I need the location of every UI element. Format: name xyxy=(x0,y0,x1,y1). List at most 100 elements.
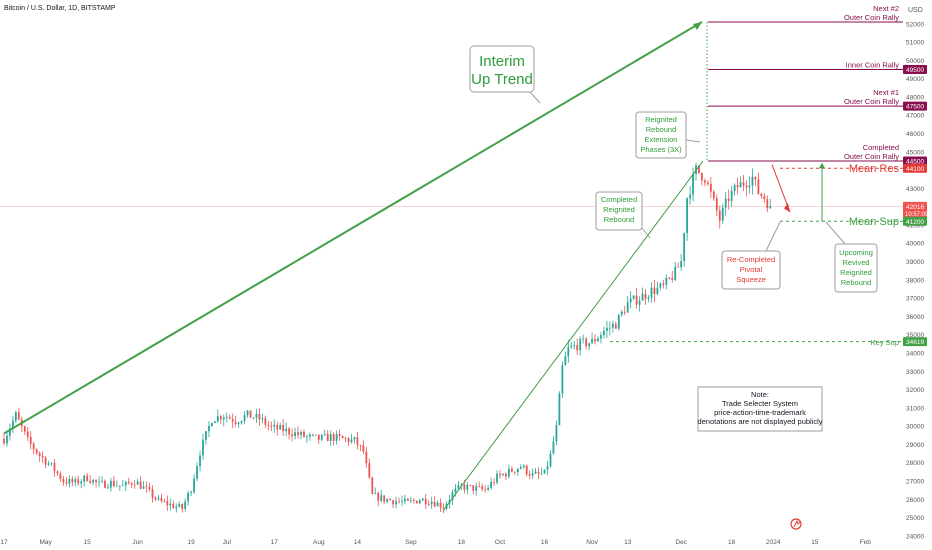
candle-body xyxy=(261,418,264,420)
re-completed-pointer xyxy=(765,221,781,252)
candle-body xyxy=(50,462,53,464)
currency-label: USD xyxy=(908,7,923,14)
candle-body xyxy=(29,436,32,444)
price-tag-box xyxy=(903,156,927,166)
candle-body xyxy=(751,176,754,186)
candle-body xyxy=(513,471,516,473)
y-tick-label: 33000 xyxy=(906,369,924,376)
candle-body xyxy=(552,441,555,454)
candle-body xyxy=(276,424,279,430)
candle-body xyxy=(606,327,608,331)
event-marker-icon[interactable] xyxy=(790,518,802,530)
candle-body xyxy=(475,486,478,491)
candle-body xyxy=(86,475,89,481)
candle-body xyxy=(493,482,495,483)
candle-body xyxy=(347,438,350,443)
candle-body xyxy=(659,283,662,288)
candle-body xyxy=(71,478,74,483)
candle-body xyxy=(677,266,680,268)
candle-body xyxy=(83,475,86,482)
x-tick-label: May xyxy=(39,539,52,546)
candle-body xyxy=(540,473,543,475)
price-tag-box xyxy=(903,64,927,74)
reignited-line-3: Extension xyxy=(645,135,678,144)
candle-body xyxy=(314,434,317,436)
pivotal-squeeze-line xyxy=(771,164,791,213)
re-completed-line-3: Squeeze xyxy=(736,275,766,284)
y-tick-label: 43000 xyxy=(906,186,924,193)
x-tick-label: Nov xyxy=(586,539,598,546)
candle-body xyxy=(41,456,44,458)
x-tick-label: 17 xyxy=(0,539,8,546)
candle-body xyxy=(350,439,353,443)
y-tick-label: 30000 xyxy=(906,424,924,431)
candle-body xyxy=(148,487,151,490)
candle-body xyxy=(614,323,617,329)
x-tick-label: 14 xyxy=(354,539,362,546)
x-tick-label: 13 xyxy=(624,539,632,546)
completed-reignited-pointer xyxy=(641,227,651,239)
candle-body xyxy=(160,498,163,502)
x-tick-label: 19 xyxy=(187,539,195,546)
candle-body xyxy=(294,432,296,437)
candle-body xyxy=(412,500,415,502)
candle-body xyxy=(525,465,528,475)
upcoming-line-1: Upcoming xyxy=(839,248,873,257)
candle-body xyxy=(65,482,68,484)
candle-body xyxy=(222,417,225,420)
candle-body xyxy=(112,480,115,486)
candle-body xyxy=(338,433,341,436)
candle-body xyxy=(23,426,26,432)
candle-body xyxy=(270,425,273,427)
x-tick-label: 18 xyxy=(458,539,466,546)
candle-body xyxy=(359,445,362,447)
price-tag-timer: 10:57:09 xyxy=(905,212,929,218)
candle-body xyxy=(365,451,368,464)
candle-body xyxy=(303,431,305,437)
candle-body xyxy=(439,502,442,508)
level-label-mean-res: Mean Res xyxy=(849,163,900,175)
price-tag-box xyxy=(903,101,927,111)
candle-body xyxy=(199,455,201,467)
candle-body xyxy=(80,481,83,484)
candle-body xyxy=(196,466,198,479)
candle-body xyxy=(704,180,706,183)
candle-body xyxy=(26,431,29,437)
candle-body xyxy=(736,185,739,188)
candle-body xyxy=(17,412,20,420)
candle-body xyxy=(356,437,359,446)
re-completed-line-2: Pivotal xyxy=(740,265,763,274)
x-axis: 17 May 15 Jun 19 Jul 17 Aug 14 Sep 18 Oct 16 Nov 13 Dec… xyxy=(0,539,871,546)
interim-label: Interim xyxy=(479,53,525,70)
price-tag-label: 34619 xyxy=(906,339,924,346)
candle-body xyxy=(368,463,371,478)
candle-body xyxy=(442,507,445,509)
candle-body xyxy=(240,420,243,423)
candle-body xyxy=(282,424,285,432)
candle-body xyxy=(118,485,121,487)
level-label-completed-line1: Completed xyxy=(863,143,899,152)
candle-body xyxy=(228,417,231,419)
level-label-next2-line2: Outer Coin Rally xyxy=(844,13,899,22)
price-tag-box xyxy=(903,216,927,226)
candle-body xyxy=(591,339,593,344)
y-tick-label: 37000 xyxy=(906,296,924,303)
completed-reignited-line-1: Completed xyxy=(601,195,637,204)
candle-body xyxy=(579,338,582,351)
candle-body xyxy=(692,174,694,195)
x-tick-label: Sep xyxy=(405,539,417,546)
candle-body xyxy=(178,504,181,507)
candle-body xyxy=(175,506,178,509)
candle-body xyxy=(323,433,326,435)
price-tag-label: 42016 xyxy=(906,204,924,211)
candle-body xyxy=(166,501,169,506)
candle-body xyxy=(418,500,421,504)
candle-body xyxy=(104,480,106,488)
candle-body xyxy=(344,438,347,439)
candle-body xyxy=(157,498,160,500)
candle-body xyxy=(401,501,403,502)
candle-body xyxy=(582,338,585,340)
note-line-4: denotations are not displayed publicly xyxy=(697,417,822,426)
candle-body xyxy=(264,418,267,425)
